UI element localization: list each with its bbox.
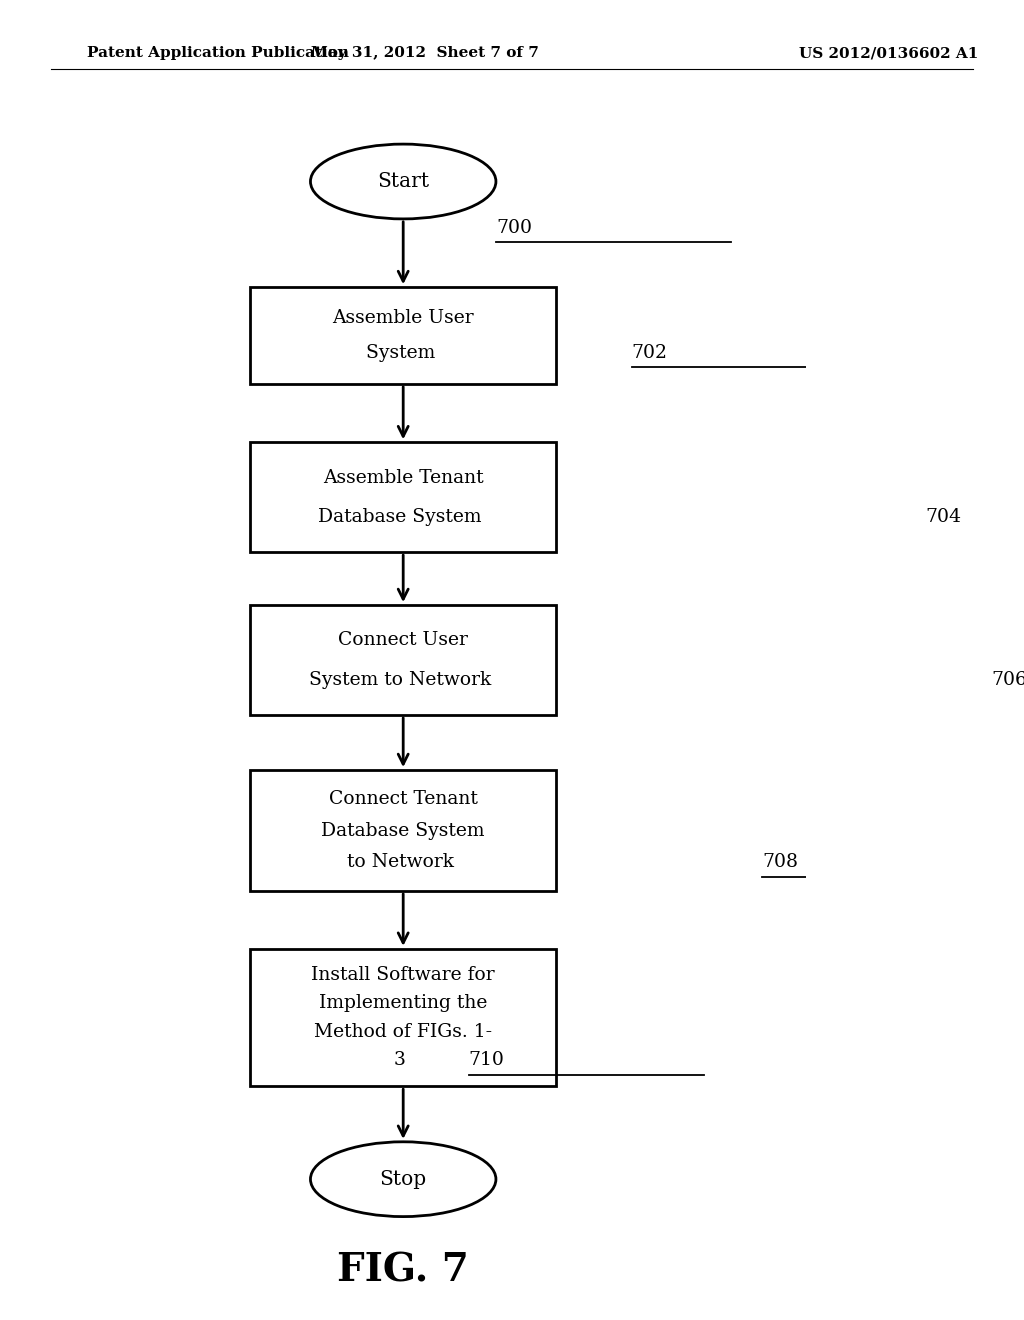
Text: Assemble User: Assemble User xyxy=(333,309,474,327)
Text: Start: Start xyxy=(377,172,429,191)
Bar xyxy=(250,442,556,552)
Text: Assemble Tenant: Assemble Tenant xyxy=(323,469,483,487)
Bar xyxy=(250,949,556,1086)
Text: Stop: Stop xyxy=(380,1170,427,1189)
Text: FIG. 7: FIG. 7 xyxy=(337,1251,469,1290)
Text: System to Network: System to Network xyxy=(309,671,498,689)
Text: Database System: Database System xyxy=(322,821,485,840)
Text: Connect Tenant: Connect Tenant xyxy=(329,789,477,808)
Text: Database System: Database System xyxy=(318,508,488,525)
Text: 710: 710 xyxy=(469,1052,505,1069)
Text: Connect User: Connect User xyxy=(338,631,468,649)
Text: 706: 706 xyxy=(991,671,1024,689)
Text: to Network: to Network xyxy=(347,853,460,871)
Bar xyxy=(250,288,556,384)
Bar xyxy=(250,605,556,715)
Text: US 2012/0136602 A1: US 2012/0136602 A1 xyxy=(799,46,978,61)
Ellipse shape xyxy=(310,1142,496,1217)
Text: Patent Application Publication: Patent Application Publication xyxy=(87,46,349,61)
Ellipse shape xyxy=(310,144,496,219)
Text: 704: 704 xyxy=(926,508,962,525)
Text: 700: 700 xyxy=(496,219,531,236)
Text: 702: 702 xyxy=(632,343,668,362)
Text: Implementing the: Implementing the xyxy=(319,994,487,1012)
Text: 3: 3 xyxy=(394,1052,412,1069)
Text: May 31, 2012  Sheet 7 of 7: May 31, 2012 Sheet 7 of 7 xyxy=(311,46,539,61)
Text: Method of FIGs. 1-: Method of FIGs. 1- xyxy=(314,1023,493,1041)
Bar xyxy=(250,770,556,891)
Text: 708: 708 xyxy=(763,853,799,871)
Text: System: System xyxy=(366,343,440,362)
Text: Install Software for: Install Software for xyxy=(311,965,495,983)
